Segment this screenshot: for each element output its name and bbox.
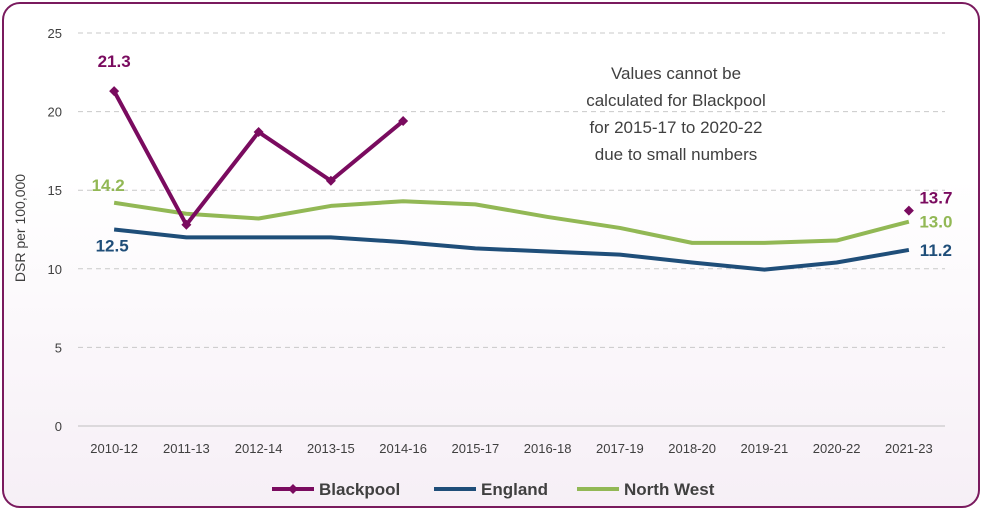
x-tick-label: 2012-14	[235, 441, 283, 456]
series	[109, 86, 914, 272]
x-tick-label: 2010-12	[90, 441, 138, 456]
x-axis: 2010-12 2011-13 2012-14 2013-15 2014-16 2015-…	[90, 441, 932, 456]
north-west-line	[113, 199, 910, 245]
blackpool-marker	[903, 205, 914, 216]
data-labels: 21.3 13.7 12.5 11.2 14.2 13.0	[92, 52, 953, 260]
y-axis: 0 5 10 15 20 25	[48, 26, 62, 434]
x-tick-label: 2011-13	[163, 441, 210, 456]
y-tick-label: 25	[48, 26, 62, 41]
north-west-data-label: 13.0	[919, 213, 952, 232]
x-tick-label: 2018-20	[668, 441, 716, 456]
annotation-line: Values cannot be	[611, 64, 741, 83]
blackpool-marker	[181, 219, 192, 230]
x-tick-label: 2019-21	[741, 441, 789, 456]
england-line	[113, 227, 910, 272]
y-tick-label: 10	[48, 262, 62, 277]
north-west-data-label: 14.2	[92, 176, 125, 195]
blackpool-data-label: 13.7	[919, 189, 952, 208]
y-tick-label: 15	[48, 183, 62, 198]
x-tick-label: 2017-19	[596, 441, 644, 456]
blackpool-marker	[109, 86, 120, 97]
y-tick-label: 5	[55, 340, 62, 355]
gridlines	[78, 32, 945, 427]
x-tick-label: 2015-17	[452, 441, 500, 456]
y-tick-label: 20	[48, 105, 62, 120]
x-tick-label: 2021-23	[885, 441, 933, 456]
blackpool-marker	[398, 116, 409, 127]
legend-label-blackpool: Blackpool	[319, 480, 400, 499]
annotation-line: due to small numbers	[595, 145, 758, 164]
blackpool-data-label: 21.3	[98, 52, 131, 71]
legend-label-england: England	[481, 480, 548, 499]
x-tick-label: 2020-22	[813, 441, 861, 456]
x-tick-label: 2014-16	[379, 441, 427, 456]
annotation-line: calculated for Blackpool	[586, 91, 766, 110]
legend: Blackpool England North West	[272, 480, 715, 499]
legend-marker-blackpool	[288, 484, 298, 494]
y-axis-title: DSR per 100,000	[12, 174, 28, 282]
annotation-note: Values cannot be calculated for Blackpool…	[586, 64, 766, 164]
x-tick-label: 2016-18	[524, 441, 572, 456]
blackpool-marker	[253, 127, 264, 138]
blackpool-marker	[325, 175, 336, 186]
england-data-label: 11.2	[920, 241, 952, 260]
x-tick-label: 2013-15	[307, 441, 355, 456]
y-tick-label: 0	[55, 419, 62, 434]
england-data-label: 12.5	[96, 237, 129, 256]
annotation-line: for 2015-17 to 2020-22	[590, 118, 763, 137]
legend-label-north-west: North West	[624, 480, 715, 499]
